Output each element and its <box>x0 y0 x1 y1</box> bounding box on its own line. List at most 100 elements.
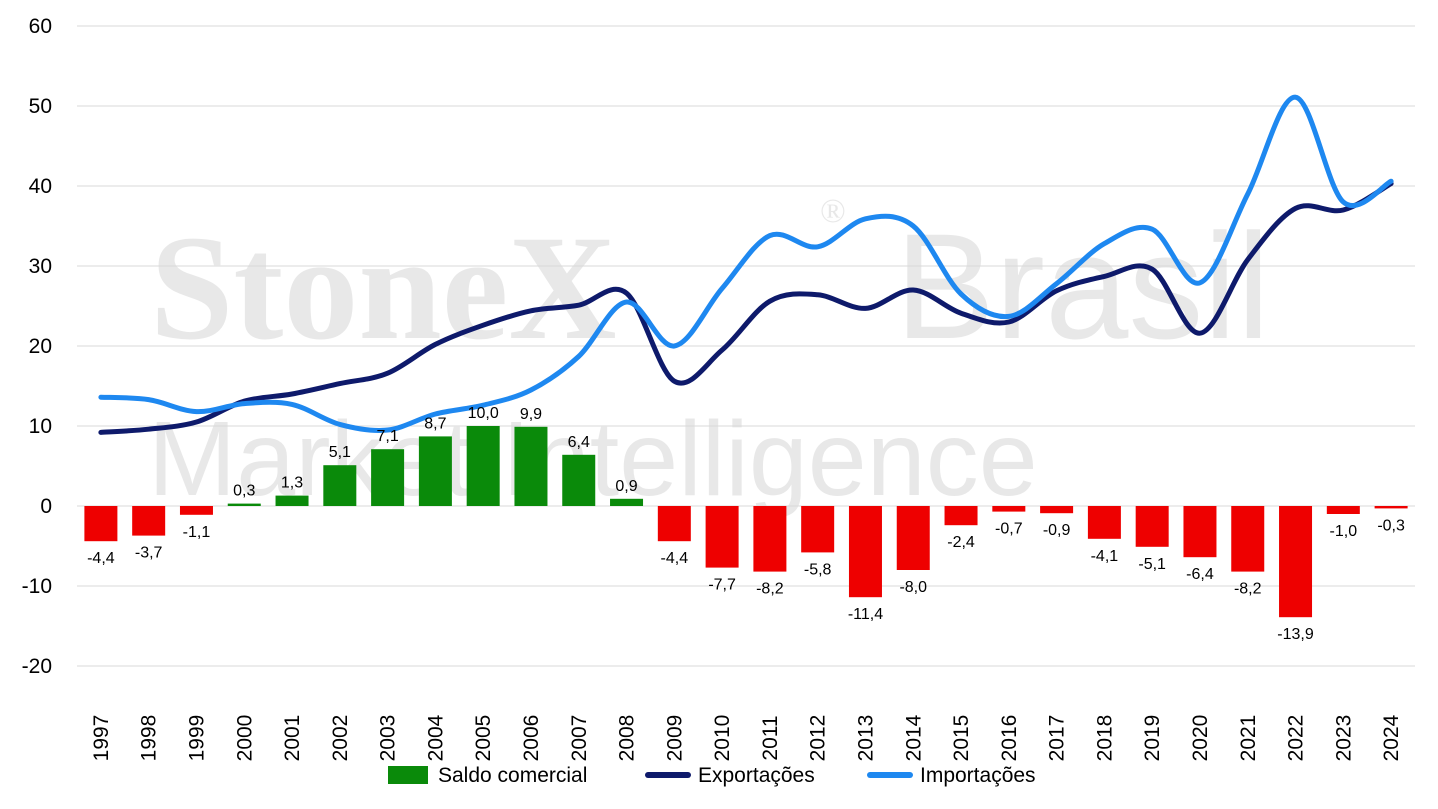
data-labels: -4,4 -3,7 -1,1 0,3 1,3 5,1 7,1 8,7 10,0 9,9 6,4 0,9… <box>87 405 1405 643</box>
bar-saldo-comercial-2021 <box>1231 506 1265 572</box>
data-label-2016: -0,7 <box>995 521 1023 538</box>
y-tick-label: -20 <box>22 655 52 678</box>
bar-saldo-comercial-2016 <box>992 506 1026 512</box>
legend-swatch-saldo-comercial <box>388 766 428 784</box>
x-tick-label: 2011 <box>759 715 782 760</box>
data-label-2009: -4,4 <box>661 550 689 567</box>
data-label-2000: 0,3 <box>233 483 255 500</box>
y-tick-label: 0 <box>40 495 52 518</box>
bar-saldo-comercial-2005 <box>466 426 500 506</box>
y-tick-label: 20 <box>29 335 52 358</box>
y-tick-label: 10 <box>29 415 52 438</box>
x-tick-label: 2019 <box>1141 715 1164 762</box>
data-label-1997: -4,4 <box>87 550 115 567</box>
data-label-2021: -8,2 <box>1234 581 1262 598</box>
x-tick-label: 2017 <box>1046 715 1069 762</box>
data-label-2014: -8,0 <box>899 579 927 596</box>
x-tick-label: 2003 <box>377 715 400 762</box>
bar-saldo-comercial-2017 <box>1040 506 1074 514</box>
data-label-2008: 0,9 <box>615 478 637 495</box>
bar-saldo-comercial-2020 <box>1183 506 1217 558</box>
bar-saldo-comercial-2003 <box>371 449 405 506</box>
data-label-2002: 5,1 <box>329 444 351 461</box>
data-label-2022: -13,9 <box>1277 626 1314 643</box>
x-tick-label: 2021 <box>1237 715 1260 762</box>
legend-label-exportacoes: Exportações <box>698 764 815 787</box>
data-label-2007: 6,4 <box>568 434 590 451</box>
y-tick-label: 60 <box>29 15 52 38</box>
bar-saldo-comercial-2015 <box>944 506 978 526</box>
watermark-brasil: Brasil <box>895 202 1270 370</box>
gridlines <box>77 25 1415 667</box>
data-label-2018: -4,1 <box>1091 548 1119 565</box>
x-tick-label: 2020 <box>1189 715 1212 762</box>
x-tick-label: 2012 <box>807 715 830 762</box>
bar-saldo-comercial-1998 <box>132 506 166 536</box>
x-tick-label: 2022 <box>1285 715 1308 762</box>
x-tick-label: 2009 <box>663 715 686 762</box>
bar-saldo-comercial-2000 <box>227 503 261 506</box>
x-axis: 1997 1998 1999 2000 2001 2002 2003 2004 2005 2006… <box>90 714 1403 761</box>
bar-saldo-comercial-1997 <box>84 506 118 542</box>
data-label-1999: -1,1 <box>183 524 211 541</box>
bar-saldo-comercial-2010 <box>705 506 739 568</box>
bar-saldo-comercial-2018 <box>1087 506 1121 539</box>
data-label-2024: -0,3 <box>1377 517 1405 534</box>
data-label-2012: -5,8 <box>804 561 832 578</box>
watermark-registered-mark: ® <box>820 193 846 230</box>
x-tick-label: 2024 <box>1380 714 1403 761</box>
data-label-2006: 9,9 <box>520 406 542 423</box>
legend-label-saldo-comercial: Saldo comercial <box>438 764 587 787</box>
watermark-stonex: StoneX <box>150 205 617 371</box>
data-label-2010: -7,7 <box>708 577 736 594</box>
y-tick-label: -10 <box>22 575 52 598</box>
x-tick-label: 2005 <box>472 715 495 762</box>
data-label-2023: -1,0 <box>1330 523 1358 540</box>
data-label-2001: 1,3 <box>281 475 303 492</box>
y-tick-label: 30 <box>29 255 52 278</box>
watermark-logo: StoneX ® Brasil Market Intelligence <box>148 193 1270 518</box>
y-axis: -20 -10 0 10 20 30 40 50 60 <box>22 15 52 678</box>
x-tick-label: 2006 <box>520 715 543 762</box>
bar-saldo-comercial-2009 <box>657 506 691 542</box>
bar-saldo-comercial-2019 <box>1135 506 1169 547</box>
line-series <box>98 94 1394 435</box>
data-label-2017: -0,9 <box>1043 522 1071 539</box>
y-tick-label: 50 <box>29 95 52 118</box>
data-label-2019: -5,1 <box>1138 556 1166 573</box>
x-tick-label: 2016 <box>998 715 1021 762</box>
bar-saldo-comercial-2007 <box>562 454 596 506</box>
bar-series-saldo-comercial <box>84 426 1408 618</box>
line-exporta-es <box>98 181 1394 435</box>
legend-label-importacoes: Importações <box>920 764 1036 787</box>
x-tick-label: 1998 <box>138 715 161 762</box>
x-tick-label: 1997 <box>90 715 113 762</box>
legend: Saldo comercial Exportações Importações <box>388 764 1036 787</box>
data-label-2011: -8,2 <box>756 581 784 598</box>
x-tick-label: 2010 <box>711 715 734 762</box>
x-tick-label: 2001 <box>281 715 304 762</box>
x-tick-label: 2023 <box>1332 715 1355 762</box>
data-label-1998: -3,7 <box>135 545 163 562</box>
bar-saldo-comercial-1999 <box>179 506 213 515</box>
data-label-2013: -11,4 <box>848 606 883 623</box>
x-tick-label: 2000 <box>233 715 256 762</box>
x-tick-label: 2013 <box>854 715 877 762</box>
data-label-2004: 8,7 <box>424 415 446 432</box>
bar-saldo-comercial-2013 <box>848 506 882 598</box>
bar-saldo-comercial-2011 <box>753 506 787 572</box>
bar-saldo-comercial-2012 <box>801 506 835 553</box>
bar-saldo-comercial-2024 <box>1374 506 1408 509</box>
data-label-2003: 7,1 <box>376 428 398 445</box>
x-tick-label: 2015 <box>950 715 973 762</box>
y-tick-label: 40 <box>29 175 52 198</box>
data-label-2005: 10,0 <box>468 405 499 422</box>
bar-saldo-comercial-2022 <box>1279 506 1313 618</box>
bar-saldo-comercial-2001 <box>275 495 309 506</box>
line-importa-es <box>98 94 1394 433</box>
bar-saldo-comercial-2023 <box>1326 506 1360 514</box>
data-label-2020: -6,4 <box>1186 566 1214 583</box>
bar-saldo-comercial-2004 <box>418 436 452 506</box>
